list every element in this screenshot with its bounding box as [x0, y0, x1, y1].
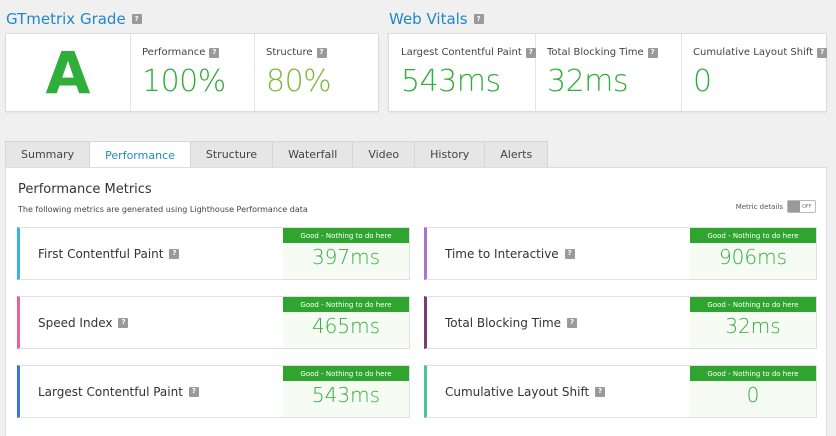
metric-value: 0	[746, 383, 760, 407]
vital-label-text: Largest Contentful Paint	[401, 47, 522, 58]
metric-name: Speed Index ?	[38, 297, 129, 348]
help-icon[interactable]: ?	[647, 47, 658, 58]
vital-label-text: Cumulative Layout Shift	[693, 47, 814, 58]
metric-name-text: Total Blocking Time	[445, 315, 562, 330]
metric-value: 397ms	[311, 245, 381, 269]
metric-name: Largest Contentful Paint ?	[38, 366, 199, 417]
vital-cls: Cumulative Layout Shift ? 0	[681, 34, 828, 111]
help-icon[interactable]: ?	[525, 47, 536, 58]
performance-score: Performance ? 100%	[130, 34, 255, 111]
structure-value: 80%	[266, 64, 332, 99]
metric-value: 465ms	[311, 314, 381, 338]
performance-value: 100%	[142, 64, 226, 99]
metric-name-text: First Contentful Paint	[38, 246, 164, 261]
grade-badge: Good - Nothing to do here	[283, 366, 409, 381]
metric-value-box: Good - Nothing to do here 543ms	[283, 366, 409, 417]
help-icon[interactable]: ?	[817, 47, 828, 58]
help-icon[interactable]: ?	[118, 317, 129, 328]
metric-value-box: Good - Nothing to do here 32ms	[690, 297, 816, 348]
panel-description: The following metrics are generated usin…	[18, 205, 308, 214]
vital-value: 543ms	[401, 64, 501, 99]
vital-value: 32ms	[547, 64, 629, 99]
grade-badge: Good - Nothing to do here	[690, 366, 816, 381]
vital-label: Largest Contentful Paint ?	[401, 47, 536, 58]
metric-name: First Contentful Paint ?	[38, 228, 180, 279]
help-icon[interactable]: ?	[473, 14, 484, 24]
metric-card-lcp: Largest Contentful Paint ? Good - Nothin…	[17, 365, 410, 418]
vital-lcp: Largest Contentful Paint ? 543ms	[389, 34, 536, 111]
help-icon[interactable]: ?	[564, 248, 575, 259]
metric-value-box: Good - Nothing to do here 0	[690, 366, 816, 417]
grade-badge: Good - Nothing to do here	[283, 228, 409, 243]
grade-badge: Good - Nothing to do here	[690, 297, 816, 312]
metric-value: 543ms	[311, 383, 381, 407]
metric-card-fcp: First Contentful Paint ? Good - Nothing …	[17, 227, 410, 280]
vital-label: Total Blocking Time ?	[547, 47, 658, 58]
grade-letter: A	[45, 38, 91, 107]
metric-name-text: Speed Index	[38, 315, 113, 330]
tab-alerts[interactable]: Alerts	[484, 141, 549, 167]
performance-label-text: Performance	[142, 47, 206, 58]
web-vitals-title-text: Web Vitals	[389, 10, 468, 28]
gtmetrix-grade-title-text: GTmetrix Grade	[6, 10, 126, 28]
tab-waterfall[interactable]: Waterfall	[272, 141, 354, 167]
metric-name-text: Cumulative Layout Shift	[445, 384, 590, 399]
performance-label: Performance ?	[142, 47, 220, 58]
report-tabs: Summary Performance Structure Waterfall …	[5, 141, 549, 168]
metric-details-label: Metric details	[735, 202, 783, 211]
structure-label-text: Structure	[266, 47, 313, 58]
metric-details-toggle[interactable]: OFF	[787, 200, 816, 213]
panel-title: Performance Metrics	[18, 182, 152, 197]
metric-name: Cumulative Layout Shift ?	[445, 366, 606, 417]
grade-badge: Good - Nothing to do here	[690, 228, 816, 243]
web-vitals-card: Largest Contentful Paint ? 543ms Total B…	[388, 33, 828, 112]
metric-details-toggle-group: Metric details OFF	[736, 200, 816, 213]
structure-score: Structure ? 80%	[254, 34, 378, 111]
vital-value: 0	[693, 64, 712, 99]
help-icon[interactable]: ?	[169, 248, 180, 259]
help-icon[interactable]: ?	[131, 14, 142, 24]
help-icon[interactable]: ?	[316, 47, 327, 58]
tab-performance[interactable]: Performance	[89, 141, 191, 168]
help-icon[interactable]: ?	[595, 386, 606, 397]
performance-panel: Performance Metrics The following metric…	[5, 167, 827, 436]
vital-label-text: Total Blocking Time	[547, 47, 644, 58]
metric-value-box: Good - Nothing to do here 397ms	[283, 228, 409, 279]
vital-label: Cumulative Layout Shift ?	[693, 47, 828, 58]
metric-card-speed-index: Speed Index ? Good - Nothing to do here …	[17, 296, 410, 349]
metric-card-cls: Cumulative Layout Shift ? Good - Nothing…	[424, 365, 817, 418]
help-icon[interactable]: ?	[188, 386, 199, 397]
gtmetrix-grade-card: A Performance ? 100% Structure ? 80%	[5, 33, 379, 112]
metric-name-text: Time to Interactive	[445, 246, 559, 261]
grade-badge: Good - Nothing to do here	[283, 297, 409, 312]
metric-name: Total Blocking Time ?	[445, 297, 578, 348]
help-icon[interactable]: ?	[209, 47, 220, 58]
tab-video[interactable]: Video	[352, 141, 416, 167]
vital-tbt: Total Blocking Time ? 32ms	[535, 34, 682, 111]
metric-value-box: Good - Nothing to do here 906ms	[690, 228, 816, 279]
metric-value-box: Good - Nothing to do here 465ms	[283, 297, 409, 348]
gtmetrix-grade-title: GTmetrix Grade ?	[6, 10, 142, 28]
structure-label: Structure ?	[266, 47, 327, 58]
grade-box: A	[6, 34, 131, 111]
toggle-knob	[788, 201, 800, 212]
metric-card-tbt: Total Blocking Time ? Good - Nothing to …	[424, 296, 817, 349]
tab-history[interactable]: History	[414, 141, 486, 167]
metric-name-text: Largest Contentful Paint	[38, 384, 183, 399]
metric-name: Time to Interactive ?	[445, 228, 575, 279]
help-icon[interactable]: ?	[567, 317, 578, 328]
tab-structure[interactable]: Structure	[189, 141, 274, 167]
web-vitals-title: Web Vitals ?	[389, 10, 484, 28]
tab-summary[interactable]: Summary	[5, 141, 91, 167]
metric-value: 32ms	[725, 314, 781, 338]
metric-card-tti: Time to Interactive ? Good - Nothing to …	[424, 227, 817, 280]
metric-value: 906ms	[718, 245, 788, 269]
toggle-state: OFF	[802, 203, 812, 210]
